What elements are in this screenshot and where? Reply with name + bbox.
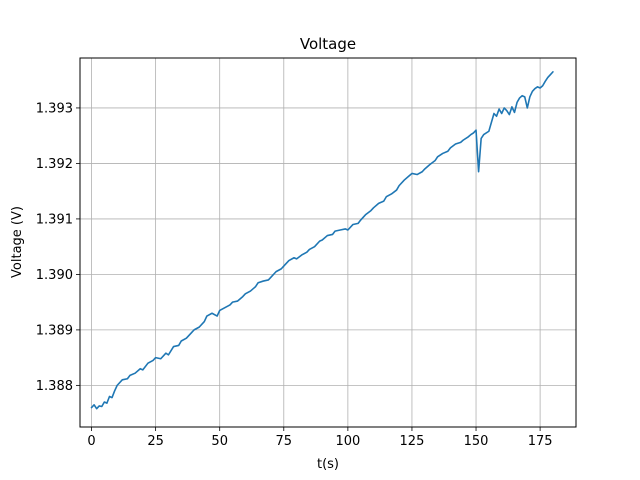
y-tick-label: 1.393 (36, 101, 73, 116)
x-tick-label: 50 (211, 434, 228, 449)
x-tick-label: 75 (276, 434, 293, 449)
y-tick-label: 1.389 (36, 323, 73, 338)
x-tick-label: 25 (147, 434, 164, 449)
x-tick-label: 125 (400, 434, 425, 449)
series-line (90, 71, 554, 410)
x-tick-label: 175 (528, 434, 553, 449)
plot-frame (79, 57, 577, 428)
chart-title: Voltage (300, 35, 356, 53)
grid (80, 58, 576, 427)
y-tick-label: 1.391 (36, 212, 73, 227)
x-tick-label: 150 (464, 434, 489, 449)
y-tick-label: 1.390 (36, 268, 73, 283)
x-tick-label: 100 (335, 434, 360, 449)
y-tick-label: 1.388 (36, 379, 73, 394)
x-tick-label: 0 (87, 434, 95, 449)
x-axis-label: t(s) (317, 457, 339, 472)
series-layer (90, 71, 554, 410)
ticks: 0 25 50 75 100 125 150 175 1.388 1.389 1.390 1.391 1… (36, 101, 553, 449)
y-tick-label: 1.392 (36, 157, 73, 172)
y-axis-label: Voltage (V) (10, 206, 25, 278)
